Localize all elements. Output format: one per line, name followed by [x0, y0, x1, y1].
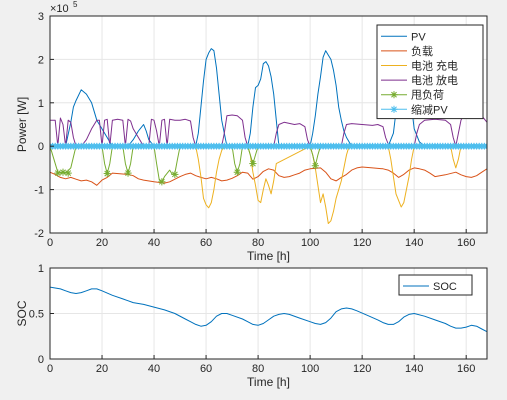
- x-tick-label: 40: [148, 237, 160, 249]
- series-marker-甩负荷-stroke: [60, 169, 66, 176]
- y-exponent-value: 5: [73, 0, 78, 9]
- legend-label-缩减PV: 缩减PV: [411, 103, 448, 116]
- series-marker-甩负荷: [64, 169, 72, 177]
- series-marker-甩负荷: [233, 168, 241, 176]
- x-tick-label: 140: [405, 363, 423, 375]
- x-tick-label: 100: [301, 363, 319, 375]
- series-marker-甩负荷: [311, 162, 319, 170]
- series-marker-缩减PV: [483, 142, 487, 150]
- x-tick-label: 120: [353, 363, 371, 375]
- y-tick-label: 0: [38, 354, 44, 366]
- series-marker-甩负荷: [171, 170, 179, 179]
- legend: SOC: [398, 274, 473, 296]
- legend-marker-甩负荷-stroke: [391, 91, 397, 98]
- power-chart: 0 20 40 60 80 100 120 140 160 -2 -1 0 1 2 3 Time [h] Pow…: [15, 0, 488, 263]
- y-axis-label: SOC: [15, 300, 29, 326]
- series-marker-甩负荷: [103, 169, 111, 178]
- x-tick-label: 80: [252, 363, 264, 375]
- x-tick-label: 40: [148, 363, 160, 375]
- series-marker-甩负荷-stroke: [54, 170, 61, 177]
- series-marker-甩负荷-stroke: [65, 170, 72, 177]
- y-axis-label: Power [W]: [15, 97, 29, 152]
- series-line-甩负荷: [50, 145, 487, 183]
- x-tick-label: 140: [405, 237, 423, 249]
- series-group: [50, 286, 487, 333]
- y-tick-label: 0.5: [29, 309, 44, 321]
- series-marker-甩负荷: [158, 178, 166, 186]
- legend-box: [398, 274, 473, 296]
- x-tick-label: 60: [200, 237, 212, 249]
- x-tick-label: 100: [301, 237, 319, 249]
- y-tick-label: 0: [38, 141, 44, 153]
- legend-label-负载: 负载: [411, 44, 433, 58]
- x-tick-label: 120: [353, 237, 371, 249]
- legend-marker-缩减PV-stroke: [391, 106, 397, 113]
- legend-label-甩负荷: 甩负荷: [411, 88, 444, 102]
- legend-label-SOC: SOC: [433, 281, 457, 293]
- y-tick-label: 1: [38, 98, 44, 110]
- series-marker-甩负荷-stroke: [171, 171, 178, 178]
- series-marker-甩负荷-stroke: [158, 178, 165, 185]
- series-marker-甩负荷-stroke: [249, 160, 256, 167]
- y-tick-label: 2: [38, 54, 44, 66]
- series-marker-甩负荷-stroke: [104, 170, 111, 177]
- x-axis-label: Time [h]: [247, 375, 290, 389]
- series-line-电池 充电: [50, 145, 487, 224]
- axes-box: [49, 15, 488, 234]
- y-exponent-label: ×10: [50, 3, 69, 15]
- legend-box: [376, 24, 484, 120]
- y-tick-label: 3: [38, 11, 44, 23]
- series-line-负载: [50, 166, 487, 186]
- series-marker-甩负荷-stroke: [312, 162, 319, 169]
- legend-label-电池 充电: 电池 充电: [411, 59, 458, 73]
- series-marker-甩负荷: [124, 169, 132, 177]
- series-marker-甩负荷: [249, 159, 257, 168]
- series-marker-甩负荷: [59, 168, 67, 176]
- series-marker-缩减PV-stroke: [484, 145, 487, 149]
- y-tick-label: -1: [34, 185, 44, 197]
- series-marker-缩减PV-stroke: [484, 143, 487, 147]
- y-tick-label: 1: [38, 263, 44, 275]
- series-marker-甩负荷: [54, 169, 62, 177]
- soc-chart: 0 20 40 60 80 100 120 140 160 0 0.5 1 Time [h] SOC SOC: [15, 263, 488, 389]
- x-tick-label: 60: [200, 363, 212, 375]
- x-tick-label: 0: [47, 237, 53, 249]
- legend-marker-缩减PV: [390, 105, 398, 113]
- x-tick-label: 20: [96, 237, 108, 249]
- x-tick-label: 160: [457, 363, 475, 375]
- legend-label-电池 放电: 电池 放电: [411, 73, 458, 87]
- legend-label-PV: PV: [411, 31, 426, 43]
- series-marker-甩负荷-stroke: [234, 169, 241, 176]
- x-tick-label: 0: [47, 363, 53, 375]
- y-tick-label: -2: [34, 228, 44, 240]
- x-tick-label: 20: [96, 363, 108, 375]
- x-tick-label: 160: [457, 237, 475, 249]
- legend-marker-甩负荷: [390, 91, 398, 99]
- x-axis-label: Time [h]: [247, 249, 290, 263]
- x-tick-label: 80: [252, 237, 264, 249]
- series-marker-甩负荷-stroke: [125, 170, 131, 177]
- series-line-SOC: [50, 286, 487, 333]
